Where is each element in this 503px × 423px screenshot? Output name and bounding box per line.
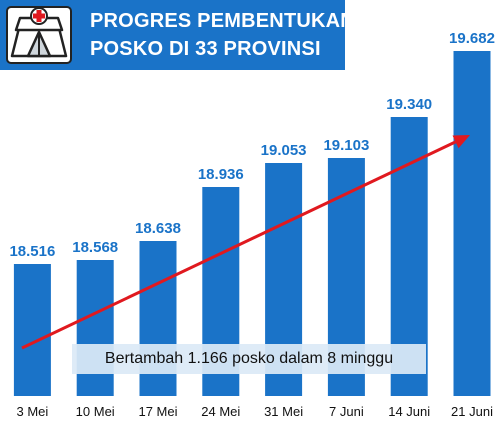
x-tick-label: 17 Mei bbox=[138, 404, 177, 419]
x-tick-label: 31 Mei bbox=[264, 404, 303, 419]
x-tick-label: 21 Juni bbox=[451, 404, 493, 419]
x-tick-label: 24 Mei bbox=[201, 404, 240, 419]
tent-red-cross-icon bbox=[6, 6, 72, 64]
data-label: 19.682 bbox=[449, 30, 495, 47]
chart-title-line-2: POSKO DI 33 PROVINSI bbox=[90, 38, 321, 60]
data-label: 18.936 bbox=[198, 166, 244, 183]
title-banner: PROGRES PEMBENTUKAN POSKO DI 33 PROVINSI bbox=[0, 0, 355, 70]
data-label: 18.638 bbox=[135, 220, 181, 237]
bar bbox=[76, 260, 114, 396]
bar bbox=[453, 51, 491, 396]
chart-title-line-1: PROGRES PEMBENTUKAN bbox=[90, 10, 355, 32]
x-tick-label: 14 Juni bbox=[388, 404, 430, 419]
data-label: 19.340 bbox=[386, 96, 432, 113]
bar bbox=[13, 264, 51, 396]
annotation-label: Bertambah 1.166 posko dalam 8 minggu bbox=[72, 344, 426, 374]
data-label: 19.053 bbox=[261, 142, 307, 159]
data-label: 18.568 bbox=[72, 239, 118, 256]
x-tick-label: 10 Mei bbox=[76, 404, 115, 419]
x-tick-label: 3 Mei bbox=[17, 404, 49, 419]
data-label: 19.103 bbox=[323, 137, 369, 154]
trend-arrow-head bbox=[452, 135, 470, 149]
data-label: 18.516 bbox=[9, 243, 55, 260]
x-tick-label: 7 Juni bbox=[329, 404, 364, 419]
trend-arrow-line bbox=[21, 140, 457, 350]
